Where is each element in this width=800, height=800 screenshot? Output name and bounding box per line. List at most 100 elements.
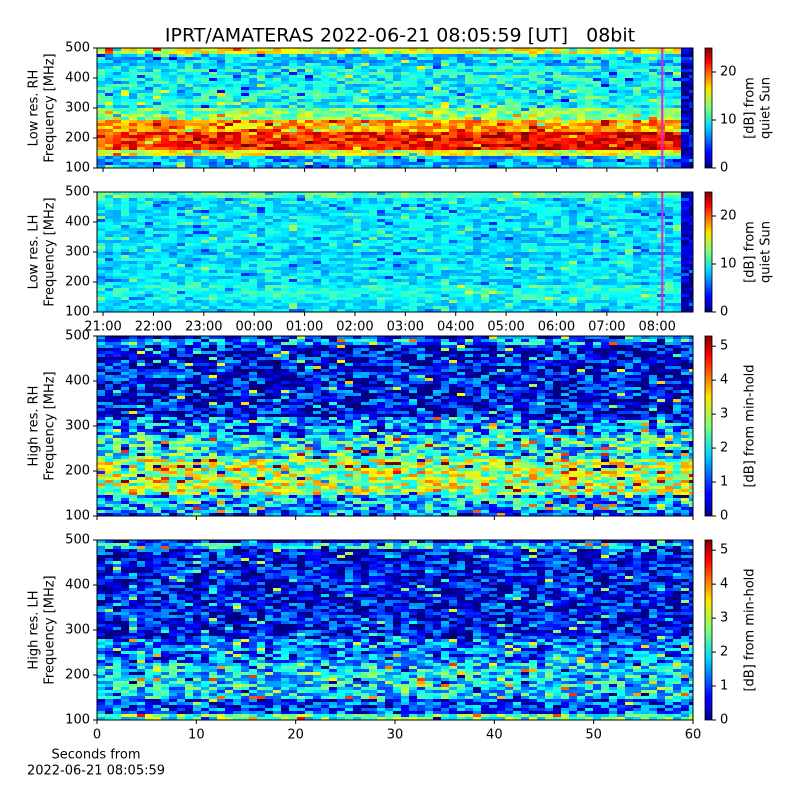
spectrum-cell — [265, 60, 273, 63]
spectrum-cell — [585, 117, 593, 120]
spectrum-cell — [497, 75, 505, 78]
spectrum-cell — [673, 87, 681, 90]
spectrum-cell — [617, 225, 625, 228]
spectrum-cell — [161, 231, 169, 234]
spectrum-cell — [537, 147, 545, 150]
spectrum-cell — [233, 246, 241, 249]
spectrum-cell — [537, 132, 545, 135]
spectrum-cell — [433, 114, 441, 117]
spectrum-cell — [377, 135, 385, 138]
spectrum-cell — [561, 48, 569, 51]
spectrum-cell — [505, 192, 513, 195]
spectrum-cell — [609, 120, 617, 123]
spectrum-cell — [129, 117, 137, 120]
spectrum-cell — [537, 159, 545, 162]
spectrum-cell — [689, 237, 693, 240]
spectrum-cell — [177, 153, 185, 156]
spectrum-cell — [329, 240, 337, 243]
spectrum-cell — [153, 192, 161, 195]
spectrum-cell — [665, 144, 673, 147]
spectrum-cell — [433, 201, 441, 204]
spectrum-cell — [465, 108, 473, 111]
spectrum-cell — [497, 126, 505, 129]
spectrum-cell — [161, 66, 169, 69]
spectrum-cell — [249, 117, 257, 120]
spectrum-cell — [513, 108, 521, 111]
spectrum-cell — [177, 267, 185, 270]
spectrum-cell — [625, 66, 633, 69]
spectrum-cell — [601, 75, 609, 78]
spectrum-cell — [689, 261, 693, 264]
spectrum-cell — [217, 72, 225, 75]
spectrum-cell — [449, 105, 457, 108]
spectrum-cell — [609, 219, 617, 222]
spectrum-cell — [489, 240, 497, 243]
spectrum-cell — [225, 90, 233, 93]
spectrum-cell — [233, 141, 241, 144]
spectrum-cell — [409, 81, 417, 84]
spectrum-cell — [185, 66, 193, 69]
spectrum-cell — [145, 204, 153, 207]
spectrum-cell — [201, 96, 209, 99]
spectrum-cell — [681, 222, 689, 225]
spectrum-cell — [521, 195, 529, 198]
spectrum-cell — [625, 69, 633, 72]
spectrum-cell — [153, 162, 161, 165]
spectrum-cell — [641, 96, 649, 99]
spectrum-cell — [593, 267, 601, 270]
spectrum-cell — [537, 48, 545, 51]
spectrum-cell — [497, 120, 505, 123]
spectrum-cell — [505, 225, 513, 228]
spectrum-cell — [417, 222, 425, 225]
spectrum-cell — [257, 75, 265, 78]
spectrum-cell — [313, 207, 321, 210]
spectrum-cell — [329, 111, 337, 114]
spectrum-cell — [617, 150, 625, 153]
spectrum-cell — [465, 60, 473, 63]
spectrum-cell — [177, 120, 185, 123]
spectrum-cell — [129, 201, 137, 204]
spectrum-cell — [457, 264, 465, 267]
spectrum-cell — [585, 204, 593, 207]
spectrum-cell — [97, 261, 105, 264]
spectrum-cell — [233, 156, 241, 159]
spectrum-cell — [193, 207, 201, 210]
spectrum-cell — [281, 240, 289, 243]
spectrum-cell — [145, 207, 153, 210]
spectrum-cell — [545, 255, 553, 258]
spectrum-cell — [417, 258, 425, 261]
spectrum-cell — [641, 111, 649, 114]
spectrum-cell — [209, 123, 217, 126]
spectrum-cell — [273, 63, 281, 66]
colorbar-label: [dB] from — [743, 77, 758, 139]
spectrum-cell — [505, 93, 513, 96]
spectrum-cell — [297, 108, 305, 111]
spectrum-cell — [113, 267, 121, 270]
spectrum-cell — [385, 54, 393, 57]
spectrum-cell — [305, 90, 313, 93]
spectrum-cell — [97, 243, 105, 246]
spectrum-cell — [441, 48, 449, 51]
spectrum-cell — [97, 156, 105, 159]
spectrum-cell — [585, 231, 593, 234]
spectrum-cell — [177, 264, 185, 267]
spectrum-cell — [409, 129, 417, 132]
spectrum-cell — [297, 261, 305, 264]
spectrum-cell — [433, 213, 441, 216]
spectrum-cell — [337, 78, 345, 81]
spectrum-cell — [425, 114, 433, 117]
spectrum-cell — [593, 96, 601, 99]
spectrum-cell — [457, 111, 465, 114]
spectrum-cell — [401, 195, 409, 198]
spectrum-cell — [465, 249, 473, 252]
spectrum-cell — [153, 132, 161, 135]
spectrum-cell — [689, 123, 693, 126]
spectrum-cell — [689, 51, 693, 54]
spectrum-cell — [521, 219, 529, 222]
spectrum-cell — [345, 219, 353, 222]
spectrum-cell — [321, 264, 329, 267]
spectrum-cell — [505, 264, 513, 267]
spectrum-cell — [673, 81, 681, 84]
spectrum-cell — [537, 141, 545, 144]
spectrum-cell — [137, 90, 145, 93]
